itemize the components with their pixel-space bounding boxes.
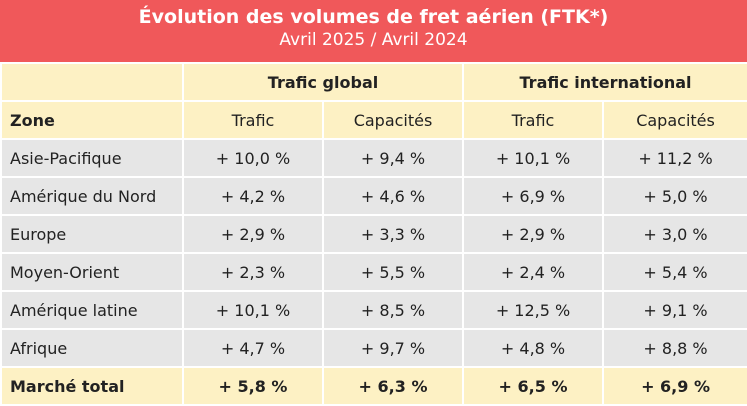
data-row: Amérique latine + 10,1 % + 8,5 % + 12,5 % + … <box>0 290 747 330</box>
column-header: Trafic <box>462 100 605 140</box>
data-row: Asie-Pacifique + 10,0 % + 9,4 % + 10,1 % + 1… <box>0 138 747 178</box>
data-row: Amérique du Nord + 4,2 % + 4,6 % + 6,9 % + 5… <box>0 176 747 216</box>
column-header-row: Zone Trafic Capacités Trafic Capacités <box>0 100 747 140</box>
cell: + 5,5 % <box>321 252 465 292</box>
cell: + 4,2 % <box>182 176 324 216</box>
group-header: Trafic international <box>462 62 747 102</box>
zone-cell: Moyen-Orient <box>0 252 184 292</box>
zone-cell: Asie-Pacifique <box>0 138 184 178</box>
column-header: Capacités <box>321 100 465 140</box>
column-header: Capacités <box>602 100 747 140</box>
data-row: Afrique + 4,7 % + 9,7 % + 4,8 % + 8,8 % <box>0 328 747 368</box>
table: Trafic global Trafic international Zone Tra… <box>0 62 747 406</box>
total-cell: + 6,3 % <box>321 366 465 406</box>
cell: + 8,8 % <box>602 328 747 368</box>
total-row: Marché total + 5,8 % + 6,3 % + 6,5 % + 6,9 % <box>0 366 747 406</box>
cell: + 9,1 % <box>602 290 747 330</box>
cell: + 4,8 % <box>462 328 605 368</box>
cell: + 3,0 % <box>602 214 747 254</box>
cell: + 2,9 % <box>182 214 324 254</box>
total-cell: + 5,8 % <box>182 366 324 406</box>
cell: + 11,2 % <box>602 138 747 178</box>
cell: + 5,4 % <box>602 252 747 292</box>
cell: + 10,1 % <box>182 290 324 330</box>
cell: + 2,3 % <box>182 252 324 292</box>
total-label: Marché total <box>0 366 184 406</box>
cell: + 10,0 % <box>182 138 324 178</box>
total-cell: + 6,5 % <box>462 366 605 406</box>
zone-cell: Europe <box>0 214 184 254</box>
group-header: Trafic global <box>181 62 465 102</box>
zone-cell: Amérique latine <box>0 290 184 330</box>
total-cell: + 6,9 % <box>602 366 747 406</box>
subtitle: Avril 2025 / Avril 2024 <box>279 30 468 50</box>
data-row: Europe + 2,9 % + 3,3 % + 2,9 % + 3,0 % <box>0 214 747 254</box>
cell: + 5,0 % <box>602 176 747 216</box>
cell: + 2,4 % <box>462 252 605 292</box>
title: Évolution des volumes de fret aérien (FT… <box>138 6 609 28</box>
cell: + 8,5 % <box>321 290 465 330</box>
zone-cell: Afrique <box>0 328 184 368</box>
cell: + 4,7 % <box>182 328 324 368</box>
cell: + 2,9 % <box>462 214 605 254</box>
cell: + 6,9 % <box>462 176 605 216</box>
group-header-row: Trafic global Trafic international <box>0 62 747 102</box>
cell: + 10,1 % <box>462 138 605 178</box>
empty-cell <box>0 62 184 102</box>
cell: + 4,6 % <box>321 176 465 216</box>
zone-header: Zone <box>0 100 184 140</box>
header: Évolution des volumes de fret aérien (FT… <box>0 0 747 62</box>
column-header: Trafic <box>182 100 324 140</box>
cell: + 9,4 % <box>321 138 465 178</box>
zone-cell: Amérique du Nord <box>0 176 184 216</box>
data-row: Moyen-Orient + 2,3 % + 5,5 % + 2,4 % + 5,4 % <box>0 252 747 292</box>
cell: + 3,3 % <box>321 214 465 254</box>
cell: + 12,5 % <box>462 290 605 330</box>
cell: + 9,7 % <box>321 328 465 368</box>
